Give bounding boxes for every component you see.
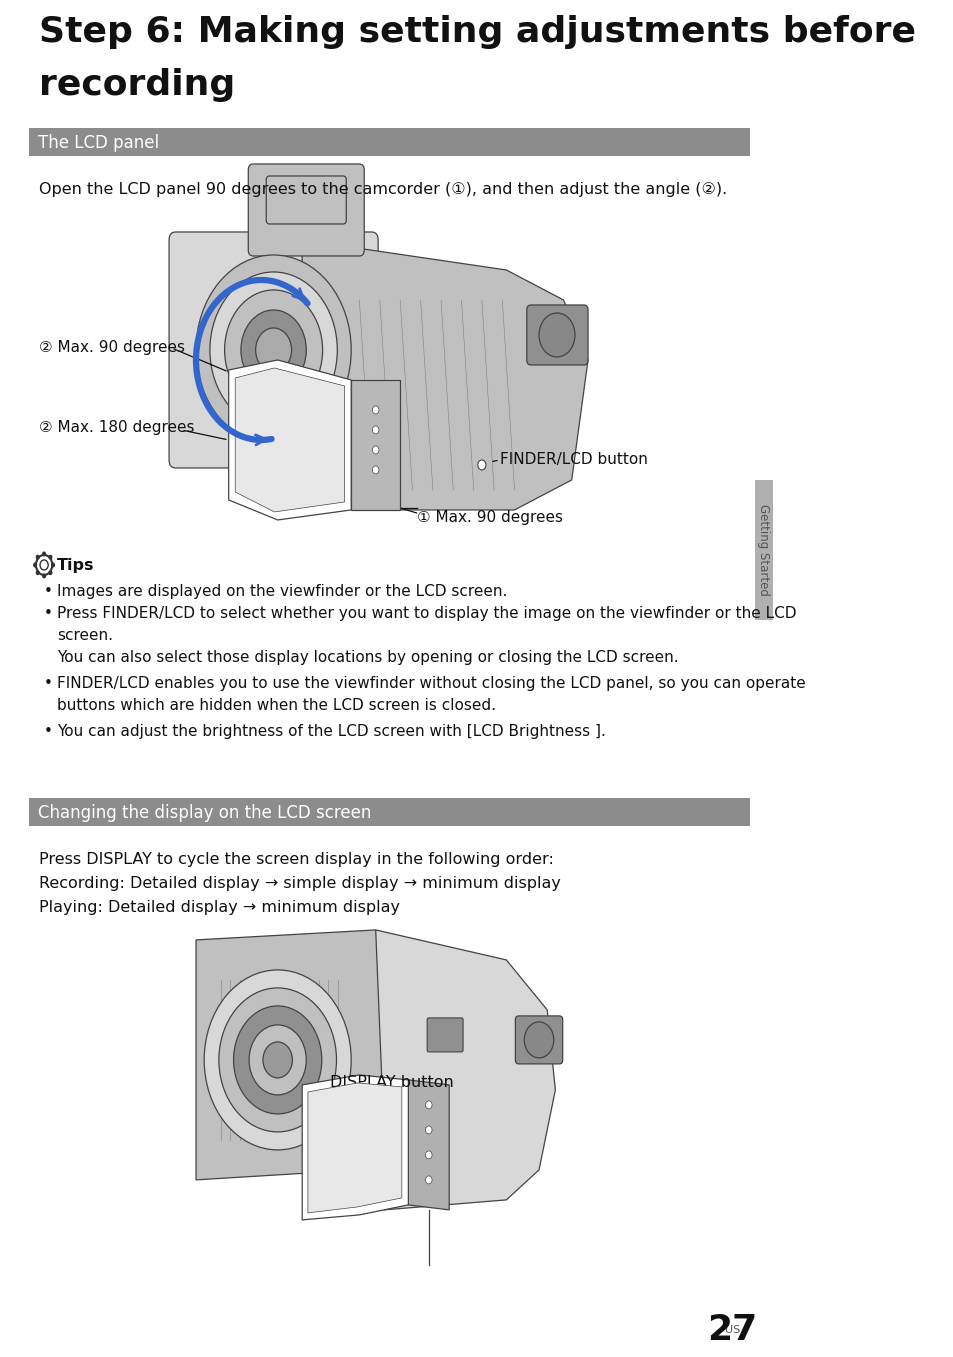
Circle shape [204,970,351,1149]
Text: recording: recording [39,68,235,102]
Circle shape [249,1025,306,1095]
Circle shape [49,555,52,559]
Bar [30,128,749,156]
Circle shape [51,562,55,567]
Circle shape [255,328,292,372]
Text: FINDER/LCD enables you to use the viewfinder without closing the LCD panel, so y: FINDER/LCD enables you to use the viewfi… [57,676,805,691]
Polygon shape [229,360,351,520]
Text: Open the LCD panel 90 degrees to the camcorder (①), and then adjust the angle (②: Open the LCD panel 90 degrees to the cam… [39,182,727,197]
Bar [754,480,772,620]
Circle shape [425,1151,432,1159]
Circle shape [538,313,575,357]
Text: Tips: Tips [57,558,94,573]
Circle shape [524,1022,553,1058]
Circle shape [477,460,485,470]
Circle shape [35,555,40,559]
Text: ② Max. 90 degrees: ② Max. 90 degrees [39,341,185,356]
Bar [30,798,749,826]
FancyBboxPatch shape [266,176,346,224]
Circle shape [195,255,351,445]
Text: Getting Started: Getting Started [757,503,769,596]
Text: 27: 27 [707,1312,757,1348]
Text: The LCD panel: The LCD panel [37,134,158,152]
Text: Press FINDER/LCD to select whether you want to display the image on the viewfind: Press FINDER/LCD to select whether you w… [57,607,796,622]
Circle shape [372,465,378,474]
Text: Recording: Detailed display → simple display → minimum display: Recording: Detailed display → simple dis… [39,875,560,892]
Text: Playing: Detailed display → minimum display: Playing: Detailed display → minimum disp… [39,900,399,915]
Polygon shape [302,1075,408,1220]
Text: Images are displayed on the viewfinder or the LCD screen.: Images are displayed on the viewfinder o… [57,584,507,598]
Circle shape [372,406,378,414]
Polygon shape [294,205,331,229]
Text: screen.: screen. [57,628,113,643]
Circle shape [425,1101,432,1109]
Polygon shape [308,1083,401,1213]
Circle shape [218,988,336,1132]
Text: •: • [44,584,53,598]
FancyBboxPatch shape [515,1016,562,1064]
FancyBboxPatch shape [526,305,587,365]
Circle shape [425,1126,432,1134]
Circle shape [425,1177,432,1183]
Polygon shape [277,240,587,510]
Polygon shape [351,380,399,510]
Text: DISPLAY button: DISPLAY button [330,1075,454,1090]
Circle shape [35,570,40,575]
Polygon shape [359,930,555,1210]
Text: •: • [44,607,53,622]
Circle shape [263,1042,292,1077]
Text: Changing the display on the LCD screen: Changing the display on the LCD screen [37,803,371,822]
FancyBboxPatch shape [169,232,377,468]
Circle shape [33,562,37,567]
Text: US: US [724,1324,740,1335]
Text: You can adjust the brightness of the LCD screen with [LCD Brightness ].: You can adjust the brightness of the LCD… [57,723,605,740]
Circle shape [42,574,46,578]
Circle shape [49,570,52,575]
Polygon shape [195,930,392,1179]
Text: ② Max. 180 degrees: ② Max. 180 degrees [39,419,194,436]
Circle shape [224,290,322,410]
Text: You can also select those display locations by opening or closing the LCD screen: You can also select those display locati… [57,650,679,665]
Text: Press DISPLAY to cycle the screen display in the following order:: Press DISPLAY to cycle the screen displa… [39,852,554,867]
Text: buttons which are hidden when the LCD screen is closed.: buttons which are hidden when the LCD sc… [57,697,496,712]
FancyBboxPatch shape [248,164,364,256]
Polygon shape [408,1080,449,1210]
Circle shape [372,446,378,455]
Text: •: • [44,723,53,740]
FancyBboxPatch shape [427,1018,462,1052]
Circle shape [210,271,337,427]
Circle shape [42,551,46,556]
Text: •: • [44,676,53,691]
Circle shape [241,309,306,389]
Text: Step 6: Making setting adjustments before: Step 6: Making setting adjustments befor… [39,15,915,49]
Text: ① Max. 90 degrees: ① Max. 90 degrees [416,510,562,525]
Polygon shape [235,368,344,512]
Text: FINDER/LCD button: FINDER/LCD button [499,452,647,467]
Circle shape [233,1006,321,1114]
Circle shape [372,426,378,434]
